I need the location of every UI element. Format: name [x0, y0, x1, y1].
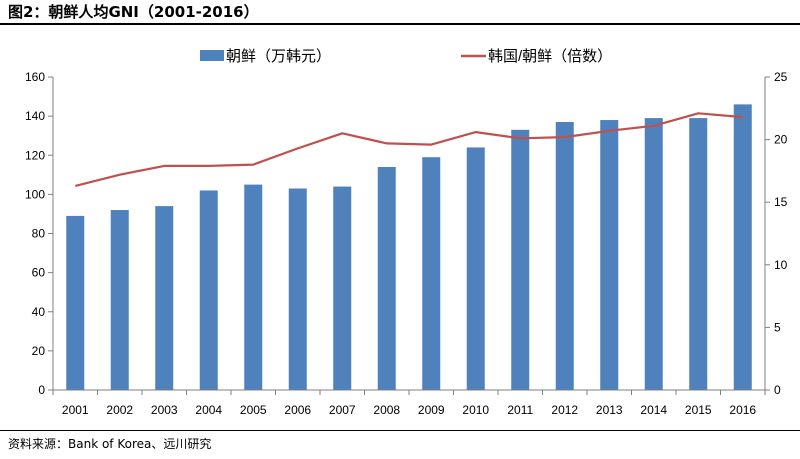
y-right-tick-label: 15 — [774, 195, 788, 209]
y-left-tick-label: 40 — [32, 305, 46, 319]
bar-2002 — [110, 210, 129, 390]
bar-2013 — [600, 120, 619, 390]
bar-2010 — [466, 147, 485, 390]
x-tick-label: 2014 — [640, 403, 667, 417]
title-rule — [0, 23, 800, 25]
bar-2004 — [199, 190, 218, 390]
y-right-tick-label: 10 — [774, 258, 788, 272]
x-tick-label: 2009 — [418, 403, 445, 417]
y-left-tick-label: 140 — [25, 109, 45, 123]
bar-2011 — [511, 129, 530, 390]
line-series — [75, 112, 743, 187]
bar-series — [66, 104, 752, 391]
source-rule — [0, 430, 800, 431]
bar-2015 — [689, 118, 708, 391]
bar-2012 — [555, 121, 574, 391]
legend: 朝鲜（万韩元） 韩国/朝鲜（倍数） — [200, 48, 612, 65]
figure-title: 图2：朝鲜人均GNI（2001-2016） — [8, 3, 259, 21]
bar-2008 — [377, 166, 396, 390]
legend-bar-label: 朝鲜（万韩元） — [226, 48, 331, 65]
y-left-tick-label: 80 — [32, 227, 46, 241]
x-tick-label: 2013 — [596, 403, 623, 417]
bar-2009 — [422, 157, 441, 390]
bar-2003 — [155, 206, 174, 390]
x-tick-label: 2003 — [151, 403, 178, 417]
x-tick-label: 2002 — [106, 403, 133, 417]
x-tick-label: 2001 — [62, 403, 89, 417]
ratio-line — [75, 112, 743, 187]
bar-2007 — [333, 186, 352, 390]
x-tick-label: 2005 — [240, 403, 267, 417]
y-right-tick-label: 0 — [774, 383, 781, 397]
x-tick-label: 2006 — [284, 403, 311, 417]
y-left-tick-label: 100 — [25, 187, 45, 201]
source-note: 资料来源：Bank of Korea、远川研究 — [8, 437, 212, 451]
x-tick-label: 2008 — [373, 403, 400, 417]
x-tick-label: 2004 — [195, 403, 222, 417]
y-left-tick-label: 160 — [25, 70, 45, 84]
y-right-tick-label: 25 — [774, 70, 788, 84]
bar-2016 — [733, 104, 752, 390]
chart: 0 20 40 60 80 100 120 140 160 0 5 10 15 20 25 2001 2002 2… — [25, 48, 788, 417]
x-tick-label: 2010 — [462, 403, 489, 417]
y-right-tick-label: 5 — [774, 320, 781, 334]
bar-2005 — [244, 184, 263, 390]
x-tick-label: 2011 — [507, 403, 533, 417]
y-left-tick-label: 120 — [25, 148, 45, 162]
axes: 0 20 40 60 80 100 120 140 160 0 5 10 15 20 25 2001 2002 2… — [25, 70, 788, 417]
bar-2014 — [644, 118, 663, 391]
bar-2006 — [288, 188, 307, 390]
x-tick-label: 2012 — [551, 403, 578, 417]
legend-line-label: 韩国/朝鲜（倍数） — [488, 48, 612, 65]
x-tick-label: 2016 — [729, 403, 756, 417]
y-left-tick-label: 0 — [38, 383, 45, 397]
x-tick-label: 2015 — [685, 403, 712, 417]
x-tick-label: 2007 — [329, 403, 356, 417]
y-left-tick-label: 60 — [32, 266, 46, 280]
y-left-tick-label: 20 — [32, 344, 46, 358]
y-right-tick-label: 20 — [774, 133, 788, 147]
legend-bar-swatch — [200, 50, 224, 61]
bar-2001 — [66, 215, 85, 390]
